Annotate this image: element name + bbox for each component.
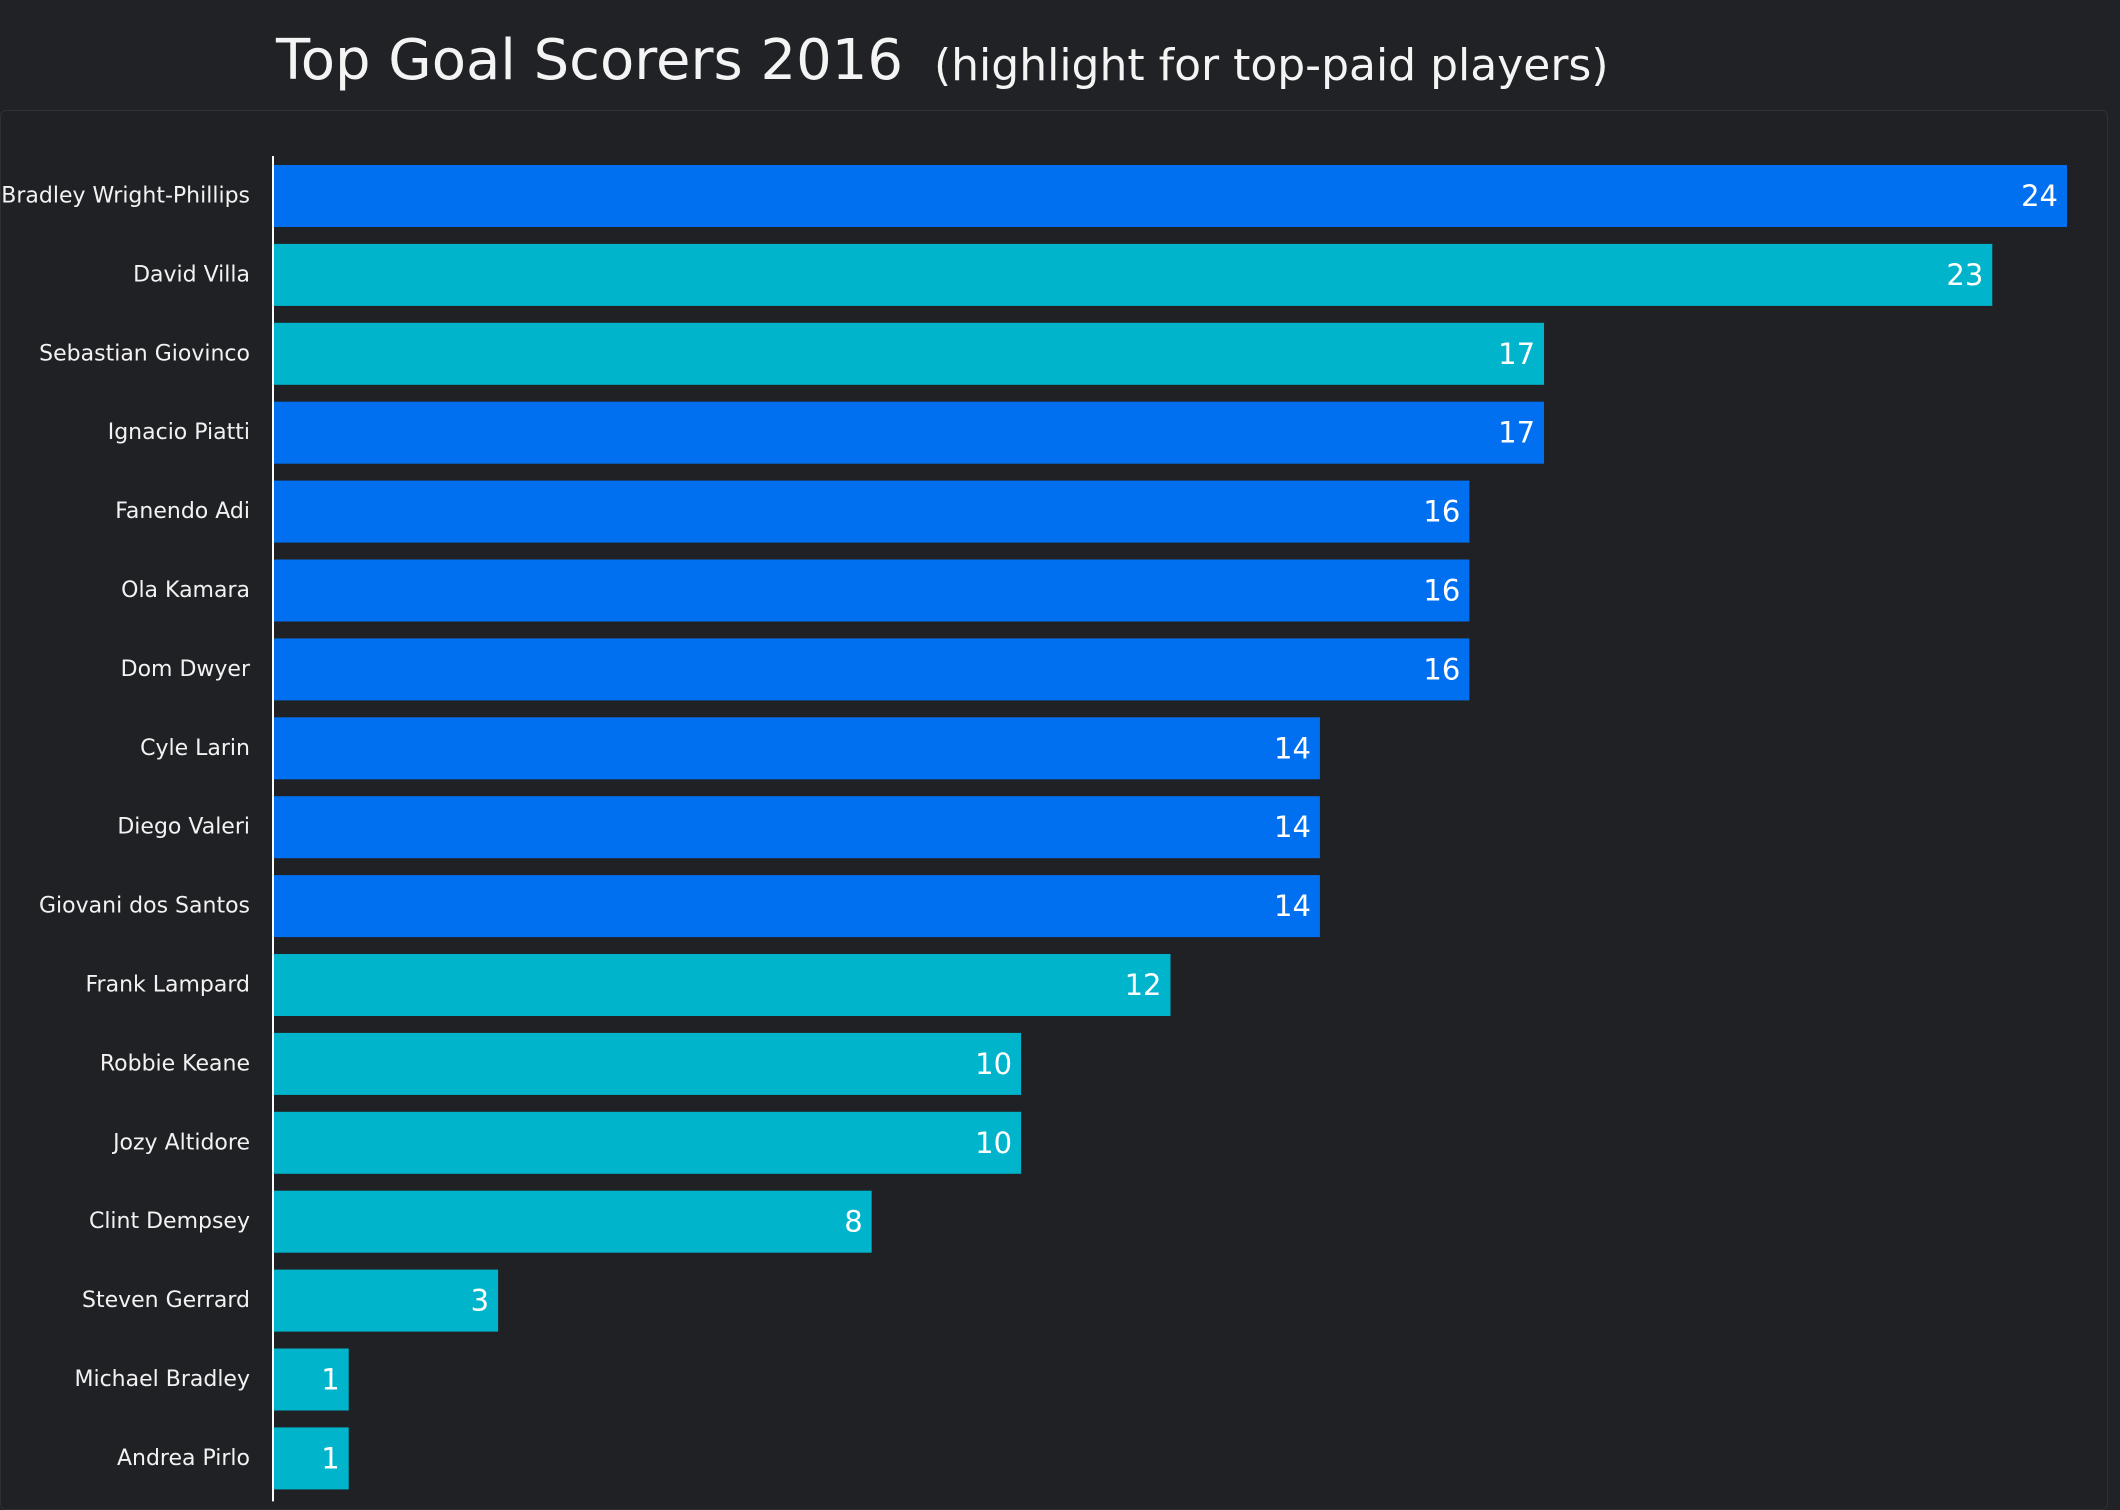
chart-subtitle: (highlight for top-paid players) xyxy=(934,40,1609,91)
category-label: Steven Gerrard xyxy=(82,1288,250,1313)
category-label: Cyle Larin xyxy=(140,736,250,761)
bar[interactable] xyxy=(274,480,1470,543)
category-label: Dom Dwyer xyxy=(121,657,251,682)
category-label: Ola Kamara xyxy=(121,578,250,603)
bar[interactable] xyxy=(274,796,1320,859)
value-label: 3 xyxy=(471,1284,489,1318)
value-label: 10 xyxy=(975,1047,1012,1081)
bar[interactable] xyxy=(274,1427,349,1490)
bar[interactable] xyxy=(274,1190,872,1253)
category-label: Jozy Altidore xyxy=(111,1130,250,1155)
category-label: Robbie Keane xyxy=(100,1051,250,1076)
value-label: 1 xyxy=(321,1441,339,1475)
value-label: 16 xyxy=(1423,574,1460,608)
value-label: 23 xyxy=(1946,258,1983,292)
category-label: Andrea Pirlo xyxy=(117,1446,250,1471)
bar[interactable] xyxy=(274,559,1470,622)
value-label: 17 xyxy=(1498,337,1535,371)
category-label: Michael Bradley xyxy=(74,1367,250,1392)
value-label: 8 xyxy=(844,1205,862,1239)
bar[interactable] xyxy=(274,401,1545,464)
bar[interactable] xyxy=(274,954,1171,1016)
bar[interactable] xyxy=(274,165,2067,227)
value-label: 1 xyxy=(321,1363,339,1397)
category-label: Fanendo Adi xyxy=(115,499,250,524)
value-label: 10 xyxy=(975,1126,1012,1160)
bar[interactable] xyxy=(274,322,1545,385)
value-label: 14 xyxy=(1274,889,1311,923)
value-label: 17 xyxy=(1498,416,1535,450)
category-label: Sebastian Giovinco xyxy=(39,341,250,366)
bar[interactable] xyxy=(274,1111,1022,1174)
category-label: Frank Lampard xyxy=(86,973,251,998)
category-label: Bradley Wright-Phillips xyxy=(1,184,250,209)
category-label: Clint Dempsey xyxy=(89,1209,250,1234)
bar[interactable] xyxy=(274,243,1993,306)
value-label: 16 xyxy=(1423,652,1460,686)
bar[interactable] xyxy=(274,1269,499,1332)
value-label: 14 xyxy=(1274,731,1311,765)
category-label: Diego Valeri xyxy=(117,815,250,840)
value-label: 16 xyxy=(1423,495,1460,529)
category-label: Giovani dos Santos xyxy=(39,894,250,919)
bar[interactable] xyxy=(274,1032,1022,1095)
value-label: 12 xyxy=(1125,968,1162,1002)
value-label: 24 xyxy=(2021,179,2058,213)
chart-title: Top Goal Scorers 2016 xyxy=(276,28,903,93)
bar[interactable] xyxy=(274,875,1320,938)
category-label: David Villa xyxy=(133,262,250,287)
value-label: 14 xyxy=(1274,810,1311,844)
bar[interactable] xyxy=(274,638,1470,701)
category-label: Ignacio Piatti xyxy=(108,420,250,445)
bar[interactable] xyxy=(274,1348,349,1411)
bar[interactable] xyxy=(274,717,1320,780)
